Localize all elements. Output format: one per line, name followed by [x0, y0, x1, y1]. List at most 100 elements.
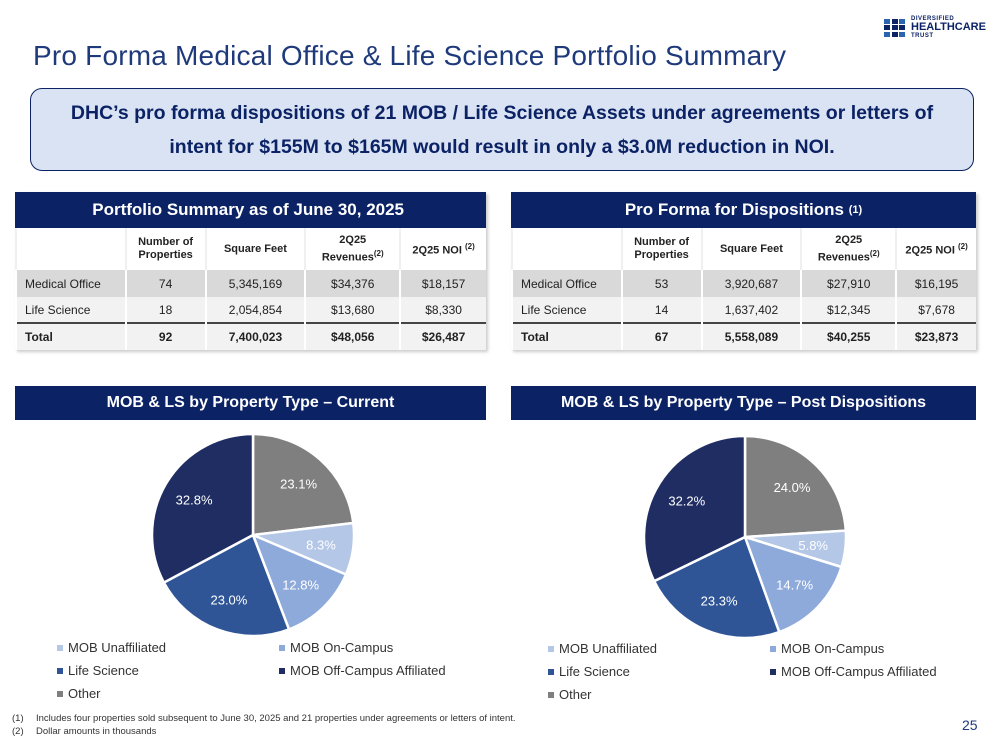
pie-data-label: 32.2% [668, 494, 705, 509]
cell-props: 14 [620, 297, 702, 323]
legend-swatch-icon [770, 668, 776, 675]
pie-data-label: 5.8% [798, 538, 828, 553]
cell-label: Life Science [511, 297, 622, 323]
pie-slice-other [251, 432, 355, 537]
pie-data-label: 8.3% [306, 538, 336, 553]
footnote-num: (1) [12, 713, 24, 724]
legend-swatch-icon [57, 690, 63, 697]
col-revenues: 2Q25 Revenues(2) [800, 228, 897, 270]
pie-chart-current: 23.1% 8.3% 12.8% 23.0% 32.8% [150, 432, 356, 638]
pie-slice-life-science [162, 533, 291, 638]
pie-slice-life-science [652, 535, 781, 640]
legend-item: Life Science [548, 664, 630, 679]
cell-props: 92 [124, 322, 206, 350]
legend-swatch-icon [548, 668, 554, 675]
cell-rev: $40,255 [800, 322, 897, 350]
legend-swatch-icon [279, 644, 285, 651]
legend-label: MOB On-Campus [290, 640, 394, 655]
cell-rev: $12,345 [800, 297, 897, 323]
cell-rev: $48,056 [304, 322, 401, 350]
pie-data-label: 23.0% [210, 592, 247, 607]
cell-noi: $8,330 [399, 297, 486, 323]
legend-label: MOB Unaffiliated [559, 641, 658, 656]
logo-grid-icon [884, 18, 905, 37]
table-row: Life Science 14 1,637,402 $12,345 $7,678 [511, 297, 976, 323]
pie-slice-mob-on-campus [742, 535, 844, 634]
cell-sqft: 7,400,023 [204, 322, 306, 350]
cell-noi: $16,195 [895, 270, 976, 297]
page-title: Pro Forma Medical Office & Life Science … [33, 40, 787, 71]
cell-rev: $27,910 [800, 270, 897, 297]
col-properties: Number of Properties [620, 228, 702, 270]
legend-item: MOB Unaffiliated [548, 641, 657, 656]
legend-swatch-icon [770, 645, 776, 652]
col-sqft: Square Feet [700, 228, 802, 270]
page-number: 25 [962, 717, 978, 733]
table-header-row: Number of Properties Square Feet 2Q25 Re… [15, 228, 486, 270]
pie-slice-mob-off-campus-affiliated [150, 432, 255, 585]
cell-label: Total [15, 322, 126, 350]
col-revenues: 2Q25 Revenues(2) [304, 228, 401, 270]
legend-label: MOB Off-Campus Affiliated [290, 663, 446, 678]
col-properties: Number of Properties [124, 228, 206, 270]
legend-item: MOB On-Campus [279, 640, 393, 655]
legend-swatch-icon [548, 645, 554, 652]
table-row: Medical Office 74 5,345,169 $34,376 $18,157 [15, 270, 486, 297]
cell-props: 53 [620, 270, 702, 297]
table-title: Pro Forma for Dispositions (1) [511, 192, 976, 228]
legend-item: MOB Off-Campus Affiliated [770, 664, 937, 679]
legend-item: Other [57, 686, 101, 701]
pie-slice-mob-off-campus-affiliated [642, 434, 747, 583]
legend-item: Other [548, 687, 592, 702]
legend-item: MOB On-Campus [770, 641, 884, 656]
legend-label: MOB Off-Campus Affiliated [781, 664, 937, 679]
legend-swatch-icon [57, 644, 63, 651]
cell-sqft: 5,558,089 [700, 322, 802, 350]
legend-label: Other [68, 686, 101, 701]
pie-slice-mob-on-campus [250, 532, 348, 631]
company-logo: DIVERSIFIED HEALTHCARE TRUST [884, 16, 986, 39]
pie-data-label: 23.1% [280, 477, 317, 492]
post-chart-title: MOB & LS by Property Type – Post Disposi… [511, 386, 976, 420]
legend-swatch-icon [57, 667, 63, 674]
cell-label: Medical Office [511, 270, 622, 297]
current-chart-title: MOB & LS by Property Type – Current [15, 386, 486, 420]
col-noi: 2Q25 NOI (2) [895, 228, 976, 270]
footnotes: (1) Includes four properties sold subsequ… [12, 712, 516, 738]
pie-data-label: 24.0% [774, 480, 811, 495]
cell-label: Life Science [15, 297, 126, 323]
footnote-text: Dollar amounts in thousands [36, 726, 157, 737]
pie-slice-other [743, 434, 848, 539]
table-header-row: Number of Properties Square Feet 2Q25 Re… [511, 228, 976, 270]
cell-label: Medical Office [15, 270, 126, 297]
logo-line1: DIVERSIFIED [911, 16, 955, 22]
table-row: Life Science 18 2,054,854 $13,680 $8,330 [15, 297, 486, 323]
cell-noi: $18,157 [399, 270, 486, 297]
pie-data-label: 32.8% [176, 493, 213, 508]
pie-data-label: 12.8% [282, 577, 319, 592]
cell-props: 74 [124, 270, 206, 297]
legend-label: Other [559, 687, 592, 702]
logo-line2: HEALTHCARE [911, 21, 986, 33]
legend-item: Life Science [57, 663, 139, 678]
callout-box: DHC’s pro forma dispositions of 21 MOB /… [30, 88, 974, 171]
cell-sqft: 2,054,854 [204, 297, 306, 323]
pie-data-label: 14.7% [776, 577, 813, 592]
table-title: Portfolio Summary as of June 30, 2025 [15, 192, 486, 228]
cell-label: Total [511, 322, 622, 350]
footnote-text: Includes four properties sold subsequent… [36, 713, 516, 724]
logo-line3: TRUST [911, 33, 934, 39]
cell-rev: $13,680 [304, 297, 401, 323]
legend-item: MOB Off-Campus Affiliated [279, 663, 446, 678]
cell-sqft: 1,637,402 [700, 297, 802, 323]
cell-props: 67 [620, 322, 702, 350]
cell-sqft: 3,920,687 [700, 270, 802, 297]
footnote-num: (2) [12, 726, 24, 737]
cell-rev: $34,376 [304, 270, 401, 297]
pie-chart-post: 24.0% 5.8% 14.7% 23.3% 32.2% [642, 434, 848, 640]
table-row: Total 67 5,558,089 $40,255 $23,873 [511, 322, 976, 350]
current-portfolio-table: Portfolio Summary as of June 30, 2025 Nu… [15, 192, 486, 350]
cell-sqft: 5,345,169 [204, 270, 306, 297]
cell-noi: $26,487 [399, 322, 486, 350]
proforma-table: Pro Forma for Dispositions (1) Number of… [511, 192, 976, 350]
